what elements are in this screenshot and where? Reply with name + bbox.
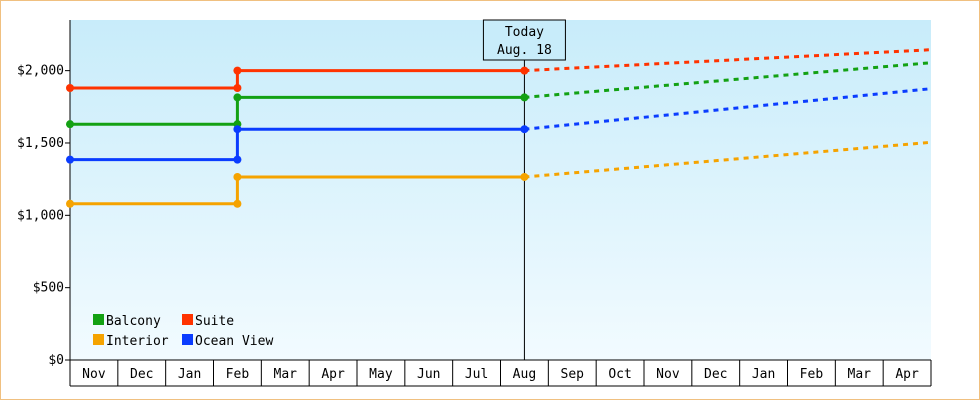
ocean-view-line [70, 127, 525, 162]
x-tick-label: Aug [513, 367, 536, 382]
y-tick-label: $2,000 [17, 64, 64, 79]
suite-line [70, 69, 525, 90]
ocean-view-point [233, 125, 242, 134]
x-tick-label: Jul [465, 367, 488, 382]
ocean-view-legend-swatch [182, 334, 193, 345]
interior-point [233, 199, 242, 208]
ocean-view-legend-label: Ocean View [195, 334, 273, 349]
ocean-view-point [233, 155, 242, 164]
suite-point [233, 66, 242, 75]
x-tick-label: Nov [656, 367, 680, 382]
suite-point [520, 66, 529, 75]
legend: Balcony Suite Interior Ocean View [93, 314, 273, 349]
balcony-point [233, 93, 242, 102]
x-tick-label: Feb [800, 367, 824, 382]
balcony-legend-label: Balcony [106, 314, 161, 329]
y-tick-label: $0 [48, 353, 64, 368]
y-tick-label: $1,500 [17, 136, 64, 151]
x-tick-label: Feb [226, 367, 250, 382]
ocean-view-point [520, 125, 529, 134]
suite-legend-swatch [182, 314, 193, 325]
suite-point [233, 84, 242, 92]
x-tick-label: Jun [417, 367, 440, 382]
today-box [482, 19, 566, 61]
balcony-point [520, 93, 529, 102]
x-tick-label: Mar [848, 367, 872, 382]
ocean-view-point [66, 155, 74, 164]
interior-projection [524, 140, 932, 179]
plot-background [70, 20, 931, 360]
balcony-legend-swatch [93, 314, 104, 325]
interior-point [233, 172, 242, 181]
x-tick-label: Sep [561, 367, 585, 382]
series-lines [66, 48, 932, 208]
y-tick-label: $500 [33, 281, 64, 296]
x-tick-label: Apr [895, 367, 919, 382]
x-tick-label: Jan [752, 367, 775, 382]
ocean-view-projection [524, 87, 932, 131]
today-marker: Today Aug. 18 [482, 19, 566, 360]
x-tick-label: Apr [321, 367, 345, 382]
x-tick-label: Dec [704, 367, 727, 382]
x-tick-label: Nov [82, 367, 106, 382]
x-tick-label: Dec [130, 367, 153, 382]
x-tick-label: Mar [274, 367, 298, 382]
interior-point [66, 199, 74, 208]
x-tick-label: Oct [608, 367, 631, 382]
balcony-projection [524, 61, 932, 99]
y-axis: $0 $500 $1,000 $1,500 $2,000 [17, 20, 71, 368]
x-tick-label: May [369, 367, 393, 382]
interior-point [520, 172, 529, 181]
balcony-point [66, 120, 74, 129]
x-tick-label: Jan [178, 367, 201, 382]
interior-line [70, 175, 525, 206]
suite-point [66, 84, 74, 92]
interior-legend-swatch [93, 334, 104, 345]
suite-legend-label: Suite [195, 314, 234, 329]
y-tick-label: $1,000 [17, 208, 64, 223]
today-label: Today [505, 25, 544, 40]
today-date: Aug. 18 [497, 43, 552, 58]
x-axis: Nov Dec Jan Feb Mar Apr May Jun Jul Aug Sep Oct Nov D… [69, 359, 932, 387]
suite-projection [524, 48, 932, 73]
interior-legend-label: Interior [106, 334, 169, 349]
balcony-line [70, 95, 525, 126]
